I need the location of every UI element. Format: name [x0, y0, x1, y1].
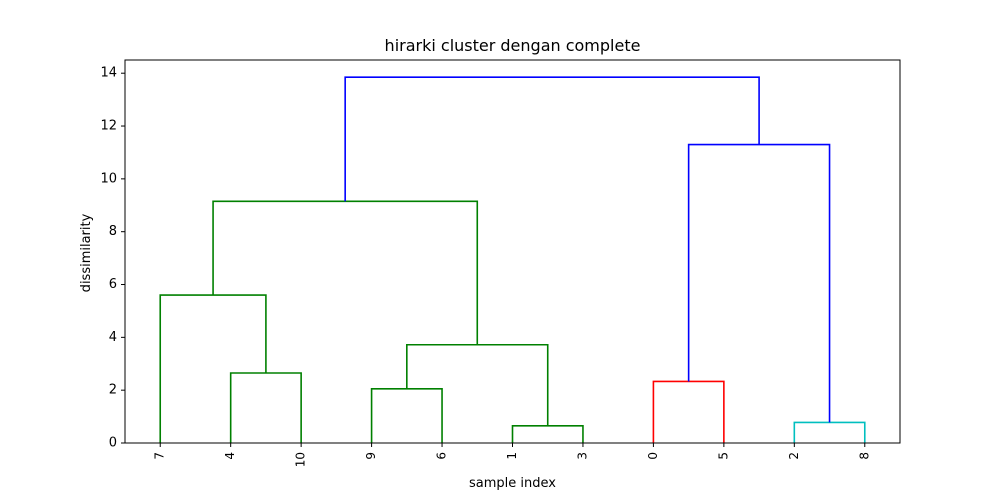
dendrogram-links [159, 76, 866, 443]
y-tick-label: 8 [109, 224, 117, 239]
y-tick-label: 10 [100, 171, 117, 186]
plot-frame [124, 59, 901, 444]
dendrogram-link [159, 294, 267, 443]
dendrogram-link [212, 200, 479, 345]
x-tick-label: 1 [505, 452, 519, 460]
x-tick-label: 8 [857, 452, 871, 460]
y-tick-label: 0 [109, 436, 117, 451]
dendrogram-link [406, 343, 549, 426]
y-axis: 0 2 4 6 8 10 12 14 [100, 66, 125, 451]
dendrogram-link [370, 388, 443, 443]
y-tick-label: 4 [109, 330, 117, 345]
y-axis-label: dissimilarity [79, 213, 94, 292]
dendrogram-link [652, 380, 725, 443]
y-tick-label: 14 [100, 66, 117, 81]
x-tick-label: 9 [364, 452, 378, 460]
y-tick-label: 2 [109, 383, 117, 398]
x-tick-label: 7 [153, 452, 167, 460]
x-tick-label: 2 [787, 452, 801, 460]
x-tick-label: 6 [435, 452, 449, 460]
x-axis-label: sample index [469, 476, 556, 491]
x-tick-label: 4 [223, 452, 237, 460]
x-axis: 7 4 10 9 6 1 3 0 5 2 8 [153, 443, 871, 467]
x-tick-label: 0 [646, 452, 660, 460]
y-tick-label: 6 [109, 277, 117, 292]
x-tick-label: 3 [575, 452, 589, 460]
dendrogram-link [344, 76, 760, 202]
x-tick-label: 10 [294, 452, 308, 467]
y-tick-label: 12 [100, 119, 117, 134]
chart-title: hirarki cluster dengan complete [385, 36, 641, 55]
x-tick-label: 5 [716, 452, 730, 460]
